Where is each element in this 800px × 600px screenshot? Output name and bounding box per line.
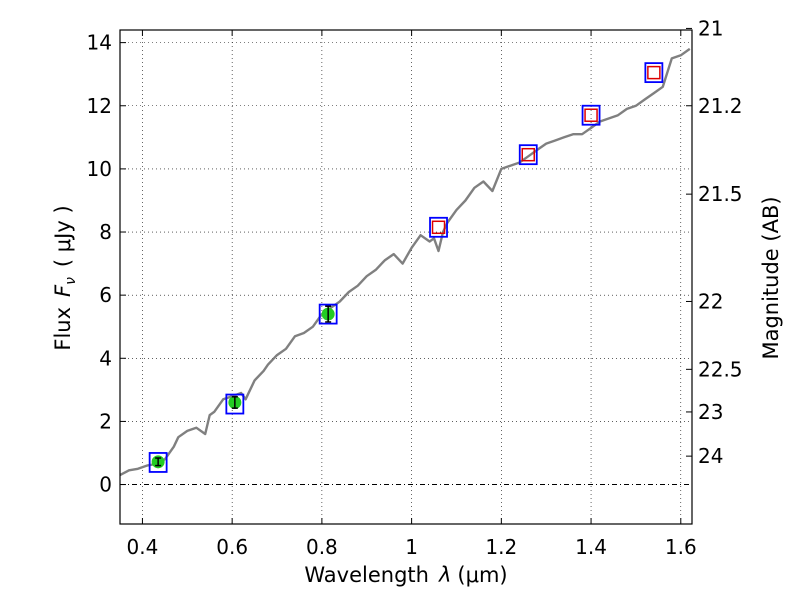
y-tick-label: 6 <box>99 283 112 307</box>
x-tick-label: 0.8 <box>306 535 338 559</box>
model-photometry-marker <box>225 393 245 415</box>
y-tick-label: 12 <box>87 94 112 118</box>
y2-tick-label: 21.5 <box>698 182 743 206</box>
y2-tick-label: 23 <box>698 400 723 424</box>
grid-lines <box>120 30 692 524</box>
predicted-flux-marker <box>647 65 661 80</box>
y2-tick-label: 22 <box>698 289 723 313</box>
x-tick-label: 0.4 <box>127 535 159 559</box>
predicted-flux-marker <box>521 147 536 162</box>
predicted-flux-marker <box>431 220 446 235</box>
y-axis-label: FluxFν( μJy ) <box>51 205 79 350</box>
y-tick-label: 8 <box>99 220 112 244</box>
y2-tick-label: 22.5 <box>698 357 743 381</box>
y2-tick-label: 24 <box>698 444 723 468</box>
spectrum-line <box>119 47 691 477</box>
y-tick-label: 4 <box>99 346 112 370</box>
y-tick-label: 14 <box>87 31 112 55</box>
model-photometry-marker <box>644 62 664 84</box>
y-tick-label: 2 <box>99 409 112 433</box>
predicted-flux-marker <box>584 108 598 122</box>
y2-tick-label: 21 <box>698 16 723 40</box>
x-tick-label: 1.4 <box>575 535 607 559</box>
y2-tick-label: 21.2 <box>698 94 743 118</box>
y-tick-label: 0 <box>99 473 112 497</box>
y-axis: 0 2 4 6 8 10 12 14 <box>87 31 126 497</box>
y-tick-label: 10 <box>87 157 112 181</box>
model-photometry-marker <box>429 216 448 238</box>
model-photometry-marker <box>148 452 168 473</box>
x-axis: 0.4 0.6 0.8 1 1.2 1.4 1.6 <box>127 30 697 559</box>
x-tick-label: 0.6 <box>216 535 248 559</box>
plot-frame <box>119 29 693 525</box>
model-photometry-marker <box>318 303 338 325</box>
y2-axis: 21 21.2 21.5 22 22.5 23 24 <box>686 16 743 468</box>
x-tick-label: 1 <box>405 535 418 559</box>
x-tick-label: 1.2 <box>485 535 517 559</box>
data-series <box>119 47 691 477</box>
x-tick-label: 1.6 <box>665 535 697 559</box>
model-photometry-marker <box>581 104 601 126</box>
y2-axis-label: Magnitude (AB) <box>759 196 783 359</box>
model-photometry-marker <box>518 144 538 166</box>
x-axis-label: Wavelength λ (μm) <box>304 563 507 587</box>
